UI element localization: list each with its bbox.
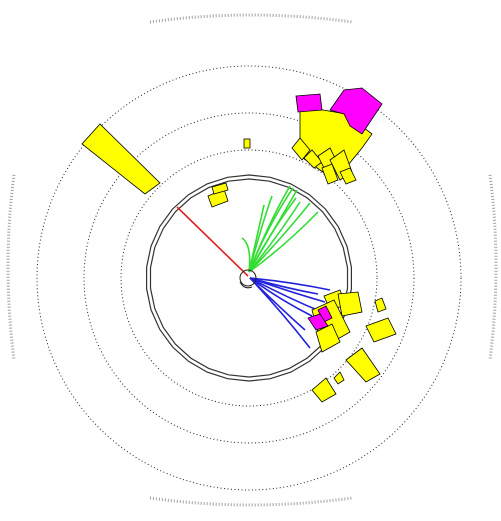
- energy-tower: [311, 377, 337, 403]
- green-track: [241, 237, 251, 273]
- green-tracks: [241, 185, 319, 273]
- energy-tower: [337, 291, 363, 317]
- energy-tower: [243, 138, 251, 149]
- energy-tower: [345, 347, 381, 383]
- energy-tower: [211, 182, 229, 195]
- energy-tower-high: [307, 313, 329, 331]
- guide-ring-outer: [36, 65, 462, 491]
- energy-tower: [374, 297, 387, 313]
- green-track: [248, 197, 297, 273]
- blue-track: [249, 277, 331, 291]
- guide-ring-middle: [83, 112, 415, 444]
- energy-tower: [365, 317, 397, 343]
- energy-tower: [339, 167, 357, 185]
- green-track: [248, 211, 319, 273]
- green-track: [248, 204, 265, 273]
- blue-track: [249, 277, 326, 303]
- energy-tower: [321, 163, 339, 185]
- vertex-circle: [239, 269, 257, 287]
- energy-tower-high: [329, 87, 383, 135]
- outer-frame-rim: [6, 13, 498, 507]
- guide-ring-inner: [120, 149, 378, 407]
- detector-barrel: [146, 174, 352, 382]
- blue-track: [249, 277, 311, 349]
- red-track: [176, 206, 249, 277]
- energy-tower: [81, 123, 161, 195]
- guide-rings: [36, 65, 462, 491]
- energy-tower: [291, 137, 311, 161]
- energy-tower-high: [295, 93, 323, 113]
- blue-track: [249, 277, 323, 313]
- rim-bottom: [149, 496, 353, 507]
- blue-track: [249, 277, 313, 317]
- barrel-outer-polygon: [146, 174, 352, 382]
- energy-tower: [333, 371, 345, 385]
- vertex: [239, 269, 257, 289]
- barrel-inner-polygon: [149, 178, 349, 378]
- magenta-towers: [295, 87, 383, 331]
- green-track: [248, 202, 311, 273]
- rim-right: [488, 174, 498, 361]
- green-track: [248, 201, 301, 273]
- vertex-arc: [239, 281, 253, 289]
- blue-tracks: [249, 277, 331, 349]
- rim-top: [149, 13, 353, 24]
- rim-left: [6, 174, 16, 361]
- green-track: [248, 187, 294, 273]
